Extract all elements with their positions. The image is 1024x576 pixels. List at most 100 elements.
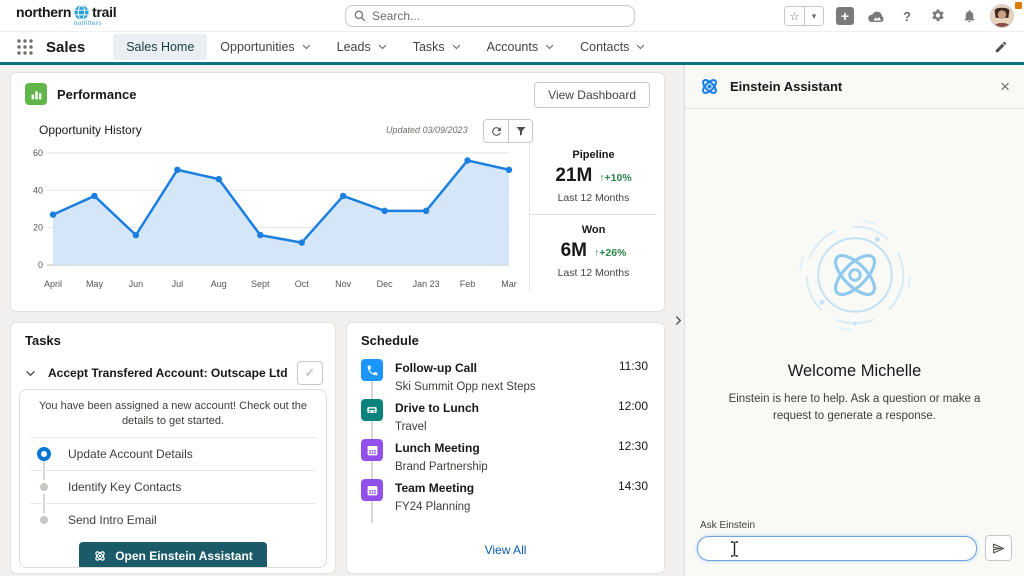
filter-icon [516,127,525,136]
einstein-assistant-panel: Einstein Assistant × Welcome Michelle Ei… [684,65,1024,576]
tab-label: Sales Home [126,40,195,54]
filter-button[interactable] [508,120,532,142]
einstein-atom-icon [702,79,717,94]
calendar-icon [361,439,383,461]
task-title[interactable]: Accept Transfered Account: Outscape Ltd [48,366,288,380]
performance-card: Performance View Dashboard Opportunity H… [10,72,665,312]
edit-nav-pencil-icon[interactable] [994,40,1008,54]
task-step-2[interactable]: Identify Key Contacts [30,469,316,503]
bell-icon [964,10,974,23]
header-action-icons: ☆ ▾ + ? [784,4,1014,28]
svg-text:20: 20 [33,223,43,233]
open-einstein-assistant-button[interactable]: Open Einstein Assistant [79,541,267,567]
ask-einstein-input[interactable] [697,535,977,561]
schedule-event-3[interactable]: Lunch Meeting Brand Partnership 12:30 [347,439,664,479]
notifications-button[interactable] [959,6,979,26]
won-delta-value: +26% [599,247,627,259]
favorites-star-button[interactable]: ☆ [785,7,804,25]
schedule-card: Schedule Follow-up Call Ski Summit Opp ne… [346,322,665,574]
schedule-event-4[interactable]: Team Meeting FY24 Planning 14:30 [347,479,664,519]
svg-text:60: 60 [33,148,43,158]
chevron-down-icon [637,44,645,50]
global-actions-button[interactable]: + [835,6,855,26]
radio-active-icon [37,446,51,461]
close-icon[interactable]: × [1000,77,1010,96]
task-complete-checkbox[interactable]: ✓ [297,361,323,385]
tab-label: Opportunities [220,40,295,54]
up-arrow-icon: ↑ [599,172,605,184]
opportunity-history-chart: 0 20 40 60 April May Jun Jul Aug Sept Oct Nov Dec Jan… [33,148,517,289]
svg-text:May: May [86,279,104,289]
help-button[interactable]: ? [897,6,917,26]
tasks-title: Tasks [25,333,61,348]
tab-opportunities[interactable]: Opportunities [207,34,323,60]
search-icon [354,10,366,22]
won-period: Last 12 Months [557,267,630,279]
pipeline-value: 21M [555,165,593,186]
app-navigation-bar: Sales Sales Home Opportunities Leads Tas… [0,32,1024,65]
ask-einstein-label: Ask Einstein [700,520,756,531]
check-icon: ✓ [304,365,316,380]
event-title: Team Meeting [395,481,475,495]
task-expand-chevron-icon[interactable] [25,370,36,377]
schedule-event-2[interactable]: Drive to Lunch Travel 12:00 [347,399,664,439]
button-label: Open Einstein Assistant [115,548,253,563]
svg-text:Sept: Sept [251,279,270,289]
tab-sales-home[interactable]: Sales Home [113,34,208,60]
send-icon [993,543,1005,553]
event-subtitle: Ski Summit Opp next Steps [395,381,536,393]
task-step-1[interactable]: Update Account Details [30,436,316,470]
opportunity-history-chart-area: 0 20 40 60 April May Jun Jul Aug Sept Oct Nov Dec Jan… [27,141,517,297]
favorites-control: ☆ ▾ [784,6,824,26]
global-search[interactable] [345,5,635,27]
refresh-button[interactable] [484,120,508,142]
won-label: Won [581,224,606,236]
svg-text:Jun: Jun [129,279,144,289]
main-content: Performance View Dashboard Opportunity H… [0,65,684,576]
event-time: 11:30 [618,359,648,373]
pipeline-period: Last 12 Months [557,192,630,204]
pipeline-delta: ↑+10% [599,172,631,184]
svg-text:Aug: Aug [211,279,227,289]
user-avatar[interactable] [990,4,1014,28]
event-time: 14:30 [617,479,648,493]
schedule-event-1[interactable]: Follow-up Call Ski Summit Opp next Steps … [347,359,664,399]
phone-icon [361,359,383,381]
search-input[interactable] [372,9,626,23]
gear-icon [932,9,944,22]
chevron-right-icon [675,315,682,325]
task-steps: Update Account Details Identify Key Cont… [30,436,316,536]
assistant-description: Einstein is here to help. Ask a question… [728,393,981,422]
radio-pending-icon [37,479,51,494]
plus-icon: + [836,7,854,25]
cloud-icon [867,11,884,22]
won-delta: ↑+26% [594,247,626,259]
event-subtitle: FY24 Planning [395,501,471,513]
tab-accounts[interactable]: Accounts [474,34,567,60]
guidance-center-button[interactable] [866,6,886,26]
assistant-welcome-block: Welcome Michelle Einstein is here to hel… [685,109,1024,424]
panel-collapse-handle[interactable] [672,307,685,333]
tab-tasks[interactable]: Tasks [400,34,474,60]
chart-updated-timestamp: Updated 03/09/2023 [386,125,468,135]
calendar-icon [361,479,383,501]
favorites-dropdown-button[interactable]: ▾ [804,7,823,25]
svg-text:0: 0 [38,260,43,270]
setup-button[interactable] [928,6,948,26]
app-name: Sales [46,38,86,56]
app-launcher-icon[interactable] [16,38,34,56]
chevron-down-icon [378,44,387,50]
svg-text:Mar: Mar [501,279,517,289]
view-dashboard-button[interactable]: View Dashboard [534,82,650,108]
task-step-3[interactable]: Send Intro Email [30,502,316,536]
step-label: Update Account Details [68,446,193,461]
tab-leads[interactable]: Leads [324,34,400,60]
einstein-atom-icon [95,551,105,561]
tab-contacts[interactable]: Contacts [567,34,658,60]
view-all-link[interactable]: View All [484,543,527,557]
radio-pending-icon [37,512,51,527]
tab-label: Contacts [580,40,630,54]
send-button[interactable] [985,535,1012,561]
chevron-down-icon: ▾ [811,10,817,21]
svg-text:Jul: Jul [172,279,184,289]
